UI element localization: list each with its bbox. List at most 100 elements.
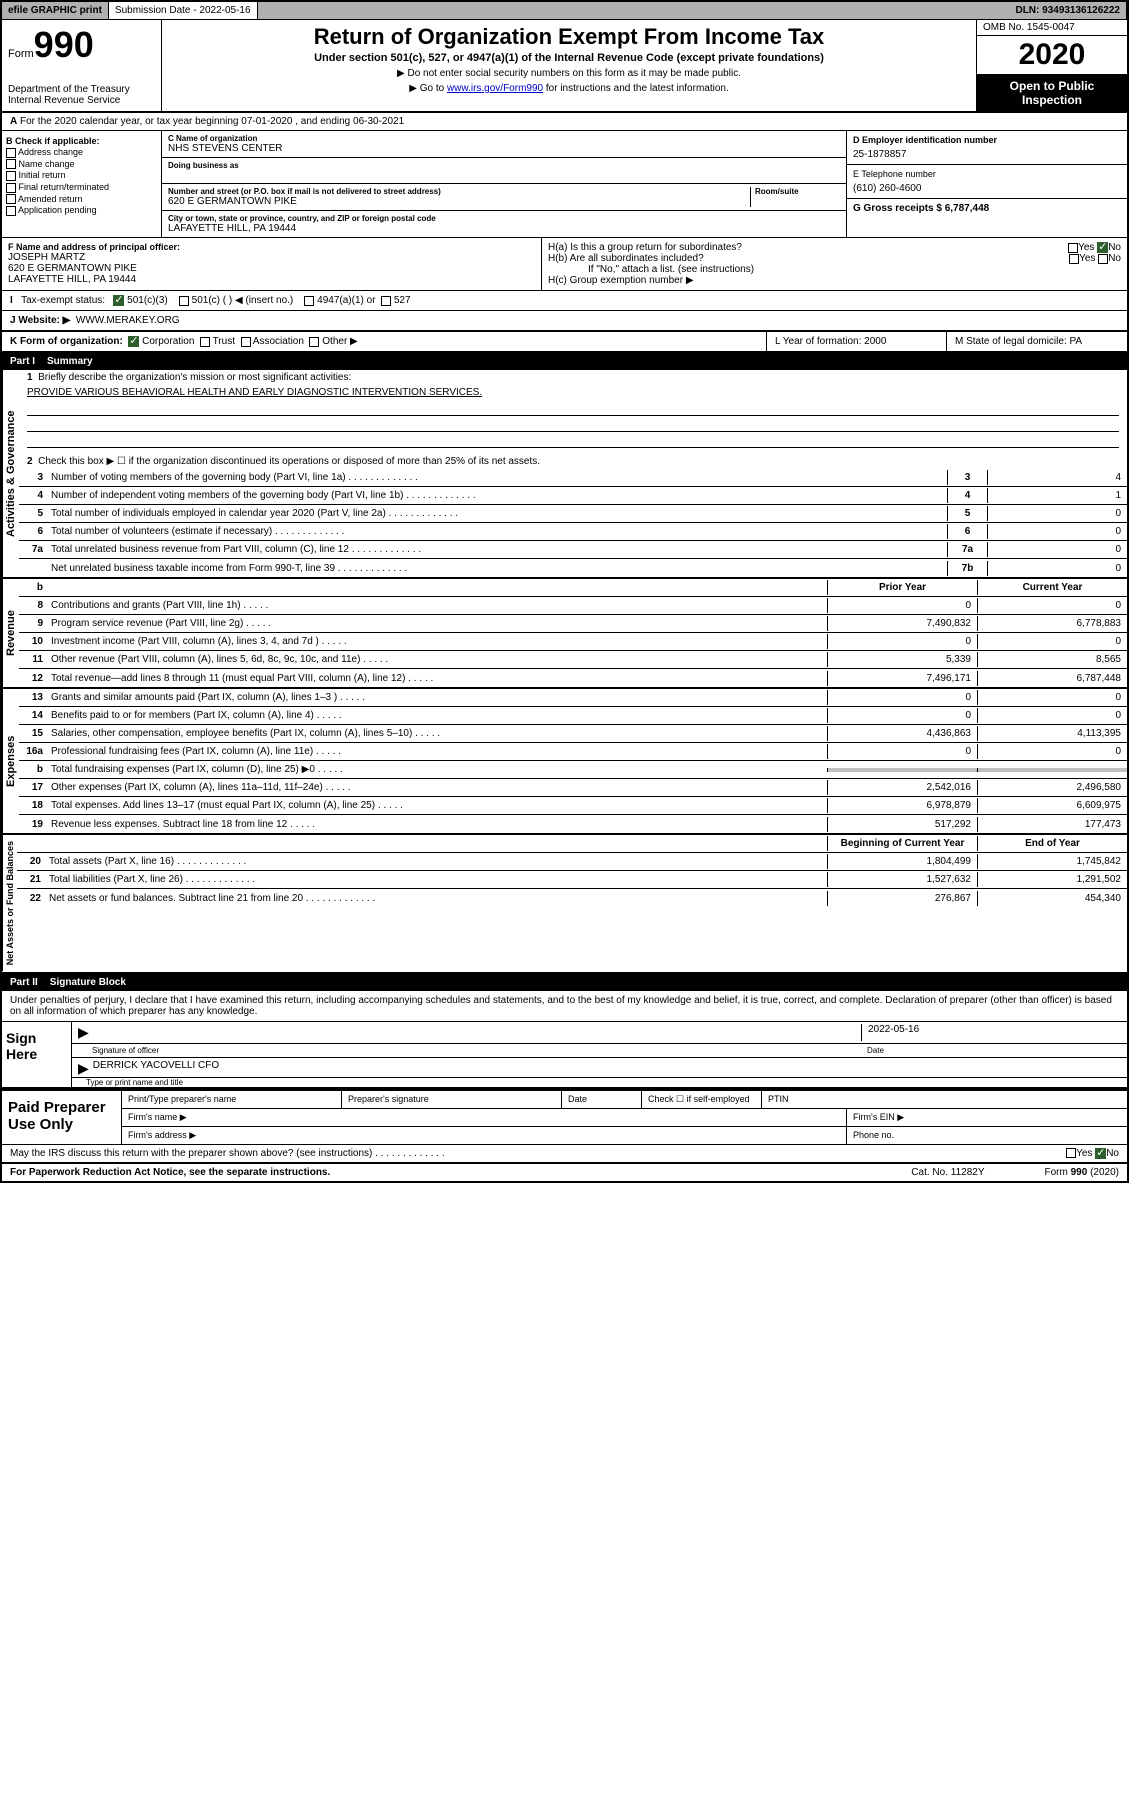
prior-value: 0 [827, 708, 977, 723]
ssn-note: ▶ Do not enter social security numbers o… [168, 68, 970, 79]
prior-value: 0 [827, 690, 977, 705]
tax-year: 2020 [977, 36, 1127, 75]
footer-row: For Paperwork Reduction Act Notice, see … [2, 1162, 1127, 1181]
checkbox-hb-yes[interactable] [1069, 254, 1079, 264]
prior-value: 7,490,832 [827, 616, 977, 631]
checkbox-4947[interactable] [304, 296, 314, 306]
website-url: WWW.MERAKEY.ORG [76, 315, 180, 326]
checkbox-ha-no[interactable] [1097, 242, 1108, 253]
cat-no: Cat. No. 11282Y [911, 1167, 984, 1178]
checkbox-ha-yes[interactable] [1068, 243, 1078, 253]
end-value: 1,291,502 [977, 872, 1127, 887]
expenses-section: Expenses 13 Grants and similar amounts p… [2, 689, 1127, 835]
phone-label: E Telephone number [853, 169, 1121, 179]
form-header: Form990 Department of the Treasury Inter… [2, 20, 1127, 113]
revenue-line: 8 Contributions and grants (Part VIII, l… [19, 597, 1127, 615]
name-arrow-icon: ▶ [78, 1060, 89, 1075]
form-ref: Form 990 (2020) [1045, 1167, 1120, 1178]
sig-date: 2022-05-16 [861, 1024, 1121, 1041]
expense-line: 13 Grants and similar amounts paid (Part… [19, 689, 1127, 707]
room-label: Room/suite [755, 187, 840, 196]
checkbox-final-return[interactable] [6, 183, 16, 193]
prior-value: 0 [827, 634, 977, 649]
checkbox-527[interactable] [381, 296, 391, 306]
dba-label: Doing business as [168, 161, 840, 170]
org-address: 620 E GERMANTOWN PIKE [168, 196, 750, 207]
checkbox-501c3[interactable] [113, 295, 124, 306]
netasset-line: 21 Total liabilities (Part X, line 26) 1… [17, 871, 1127, 889]
revenue-label: Revenue [2, 579, 19, 687]
checkbox-hb-no[interactable] [1098, 254, 1108, 264]
sign-here-block: Sign Here ▶ 2022-05-16 Signature of offi… [2, 1021, 1127, 1089]
officer-signature-name: DERRICK YACOVELLI CFO [89, 1060, 219, 1075]
current-value: 0 [977, 634, 1127, 649]
expense-line: 18 Total expenses. Add lines 13–17 (must… [19, 797, 1127, 815]
checkbox-501c[interactable] [179, 296, 189, 306]
checkbox-discuss-yes[interactable] [1066, 1148, 1076, 1158]
checkbox-discuss-no[interactable] [1095, 1148, 1106, 1159]
tax-period: A For the 2020 calendar year, or tax yea… [2, 113, 1127, 131]
discuss-row: May the IRS discuss this return with the… [2, 1144, 1127, 1162]
governance-section: Activities & Governance 1 Briefly descri… [2, 370, 1127, 579]
irs-link[interactable]: www.irs.gov/Form990 [447, 83, 543, 94]
expense-line: 15 Salaries, other compensation, employe… [19, 725, 1127, 743]
checkbox-trust[interactable] [200, 337, 210, 347]
checkbox-name-change[interactable] [6, 159, 16, 169]
summary-line: 7a Total unrelated business revenue from… [19, 541, 1127, 559]
tax-status-row: I Tax-exempt status: 501(c)(3) 501(c) ( … [2, 291, 1127, 311]
perjury-statement: Under penalties of perjury, I declare th… [2, 991, 1127, 1021]
prior-value: 7,496,171 [827, 671, 977, 686]
summary-line: 4 Number of independent voting members o… [19, 487, 1127, 505]
klm-row: K Form of organization: Corporation Trus… [2, 332, 1127, 353]
checkbox-address-change[interactable] [6, 148, 16, 158]
line-value: 0 [987, 561, 1127, 576]
summary-line: 6 Total number of volunteers (estimate i… [19, 523, 1127, 541]
section-fgh: F Name and address of principal officer:… [2, 238, 1127, 291]
addr-label: Number and street (or P.O. box if mail i… [168, 187, 750, 196]
current-value: 4,113,395 [977, 726, 1127, 741]
header-left: Form990 Department of the Treasury Inter… [2, 20, 162, 111]
prior-value: 517,292 [827, 817, 977, 832]
officer-name: JOSEPH MARTZ [8, 252, 535, 263]
line-value: 0 [987, 542, 1127, 557]
line-value: 4 [987, 470, 1127, 485]
efile-label: efile GRAPHIC print [2, 2, 109, 19]
expense-line: 19 Revenue less expenses. Subtract line … [19, 815, 1127, 833]
phone-value: (610) 260-4600 [853, 183, 1121, 194]
public-inspection: Open to Public Inspection [977, 75, 1127, 111]
ein-value: 25-1878857 [853, 149, 1121, 160]
end-year-header: End of Year [977, 836, 1127, 851]
checkbox-other[interactable] [309, 337, 319, 347]
ein-label: D Employer identification number [853, 135, 1121, 145]
end-value: 454,340 [977, 891, 1127, 906]
checkbox-corporation[interactable] [128, 336, 139, 347]
checkbox-initial-return[interactable] [6, 171, 16, 181]
begin-year-header: Beginning of Current Year [827, 836, 977, 851]
form-990-page: efile GRAPHIC print Submission Date - 20… [0, 0, 1129, 1183]
current-value [977, 768, 1127, 772]
prior-value: 4,436,863 [827, 726, 977, 741]
begin-value: 276,867 [827, 891, 977, 906]
info-grid: B Check if applicable: Address change Na… [2, 131, 1127, 238]
form-number: 990 [34, 24, 94, 65]
summary-line: 5 Total number of individuals employed i… [19, 505, 1127, 523]
line-value: 1 [987, 488, 1127, 503]
summary-line: Net unrelated business taxable income fr… [19, 559, 1127, 577]
prior-value: 2,542,016 [827, 780, 977, 795]
checkbox-application-pending[interactable] [6, 206, 16, 216]
mission-text: PROVIDE VARIOUS BEHAVIORAL HEALTH AND EA… [27, 387, 482, 398]
current-value: 0 [977, 690, 1127, 705]
section-c: C Name of organization NHS STEVENS CENTE… [162, 131, 847, 237]
current-value: 8,565 [977, 652, 1127, 667]
section-f: F Name and address of principal officer:… [2, 238, 542, 290]
sign-here-label: Sign Here [2, 1022, 72, 1087]
current-value: 6,609,975 [977, 798, 1127, 813]
end-value: 1,745,842 [977, 854, 1127, 869]
checkbox-amended[interactable] [6, 194, 16, 204]
header-center: Return of Organization Exempt From Incom… [162, 20, 977, 111]
prior-year-header: Prior Year [827, 580, 977, 595]
section-b: B Check if applicable: Address change Na… [2, 131, 162, 237]
expense-line: b Total fundraising expenses (Part IX, c… [19, 761, 1127, 779]
checkbox-association[interactable] [241, 337, 251, 347]
omb-number: OMB No. 1545-0047 [977, 20, 1127, 36]
